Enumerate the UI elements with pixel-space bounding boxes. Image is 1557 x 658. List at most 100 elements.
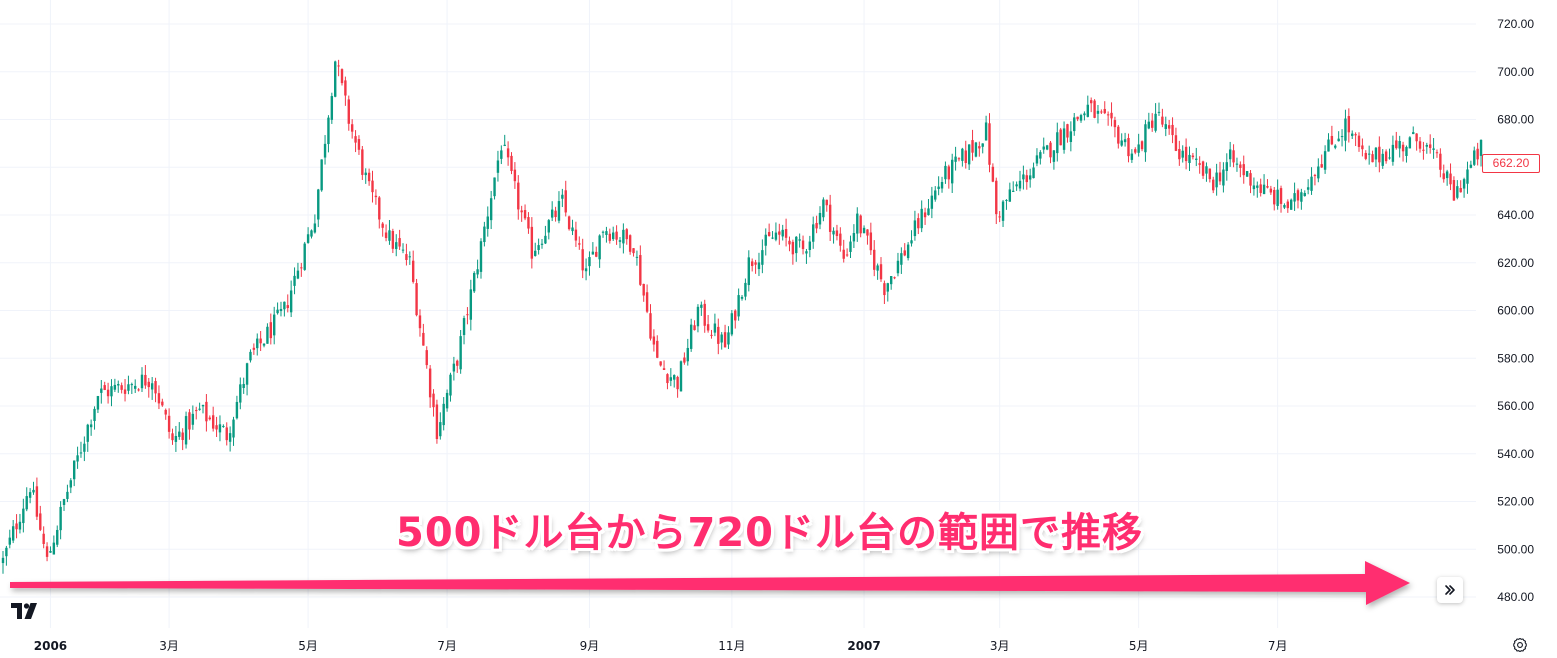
candle (923, 207, 927, 225)
candle-body (849, 241, 852, 252)
candle (218, 415, 222, 442)
scroll-to-realtime-button[interactable] (1437, 577, 1463, 603)
candle-body (296, 270, 300, 279)
candle-body (852, 233, 856, 242)
candle-body (1171, 124, 1174, 136)
candle-body (1398, 141, 1401, 149)
candle (1144, 119, 1147, 162)
candle (598, 234, 601, 268)
x-tick-label: 5月 (298, 639, 318, 653)
candle-body (896, 260, 900, 274)
candle-body (123, 389, 127, 394)
candle-body (49, 551, 52, 553)
candle (1245, 170, 1249, 177)
candle-body (622, 229, 625, 244)
candle-body (778, 231, 781, 235)
candle (371, 170, 374, 203)
candle-body (1276, 189, 1279, 206)
candle-body (378, 197, 381, 220)
candle (639, 245, 642, 287)
candle-body (106, 389, 110, 397)
candle (205, 394, 208, 432)
candle (476, 259, 479, 279)
candle (208, 415, 211, 421)
candle (947, 164, 951, 189)
candle (1276, 179, 1279, 210)
candle (1290, 198, 1293, 210)
candle (1052, 150, 1056, 170)
candle (66, 484, 69, 503)
candle-body (1130, 153, 1134, 160)
candle (337, 59, 340, 77)
candle (293, 267, 296, 295)
candle-body (1174, 135, 1178, 151)
candle-body (96, 396, 100, 410)
candle (652, 329, 656, 352)
candle (1479, 139, 1483, 167)
settings-gear-icon[interactable] (1512, 637, 1528, 653)
candle (906, 242, 910, 261)
candle-body (103, 385, 106, 391)
candle (744, 278, 747, 301)
candle-body (1459, 187, 1462, 193)
candle (130, 382, 134, 395)
candle-body (1049, 142, 1052, 158)
candle-body (784, 229, 788, 238)
candle-body (1151, 120, 1154, 128)
candle (25, 487, 28, 512)
candle-body (56, 529, 59, 545)
candle (696, 304, 700, 333)
candle-body (659, 361, 662, 366)
candle (232, 416, 235, 446)
candle (49, 546, 52, 553)
candle (500, 145, 503, 165)
candle-body (964, 150, 967, 163)
candle-body (347, 99, 350, 124)
x-axis[interactable]: 2006 3月 5月 7月 9月 11月 2007 3月 5月 7月 (34, 639, 1288, 653)
candle (1384, 149, 1388, 164)
candle (873, 240, 876, 277)
candle-body (988, 123, 991, 165)
candle (1154, 103, 1157, 133)
candle-body (89, 424, 93, 428)
candle-body (493, 177, 496, 197)
candle (306, 227, 310, 244)
candle-body (598, 235, 601, 260)
candle-body (1069, 131, 1073, 143)
candle-body (798, 239, 801, 241)
candle (1083, 111, 1086, 121)
candle (1428, 134, 1432, 154)
candle-body (150, 383, 154, 390)
candle (557, 191, 561, 224)
candle (256, 333, 259, 356)
candle-body (252, 347, 256, 350)
candle-body (171, 433, 174, 441)
candle-body (1473, 150, 1476, 165)
candle-body (978, 146, 981, 149)
candle (161, 398, 164, 407)
candle (59, 501, 62, 540)
x-tick-label: 2007 (847, 639, 880, 653)
candle-body (971, 140, 974, 153)
y-tick-label: 560.00 (1497, 399, 1534, 413)
candle (605, 226, 608, 243)
candle-body (5, 547, 8, 557)
candle-body (361, 149, 364, 175)
candle (981, 143, 984, 154)
candle (96, 395, 100, 414)
candle-body (18, 521, 22, 530)
candle (879, 257, 883, 282)
candle (1266, 179, 1269, 189)
candle (1459, 180, 1462, 193)
candle (771, 231, 774, 240)
y-axis[interactable]: 720.00700.00680.00660.00640.00620.00600.… (1497, 17, 1534, 604)
candle-body (517, 182, 520, 210)
candle (479, 238, 483, 279)
candle (693, 320, 696, 331)
candle-body (137, 389, 140, 391)
candle-body (1117, 126, 1120, 144)
y-tick-label: 700.00 (1497, 65, 1534, 79)
candle-body (1106, 114, 1110, 116)
